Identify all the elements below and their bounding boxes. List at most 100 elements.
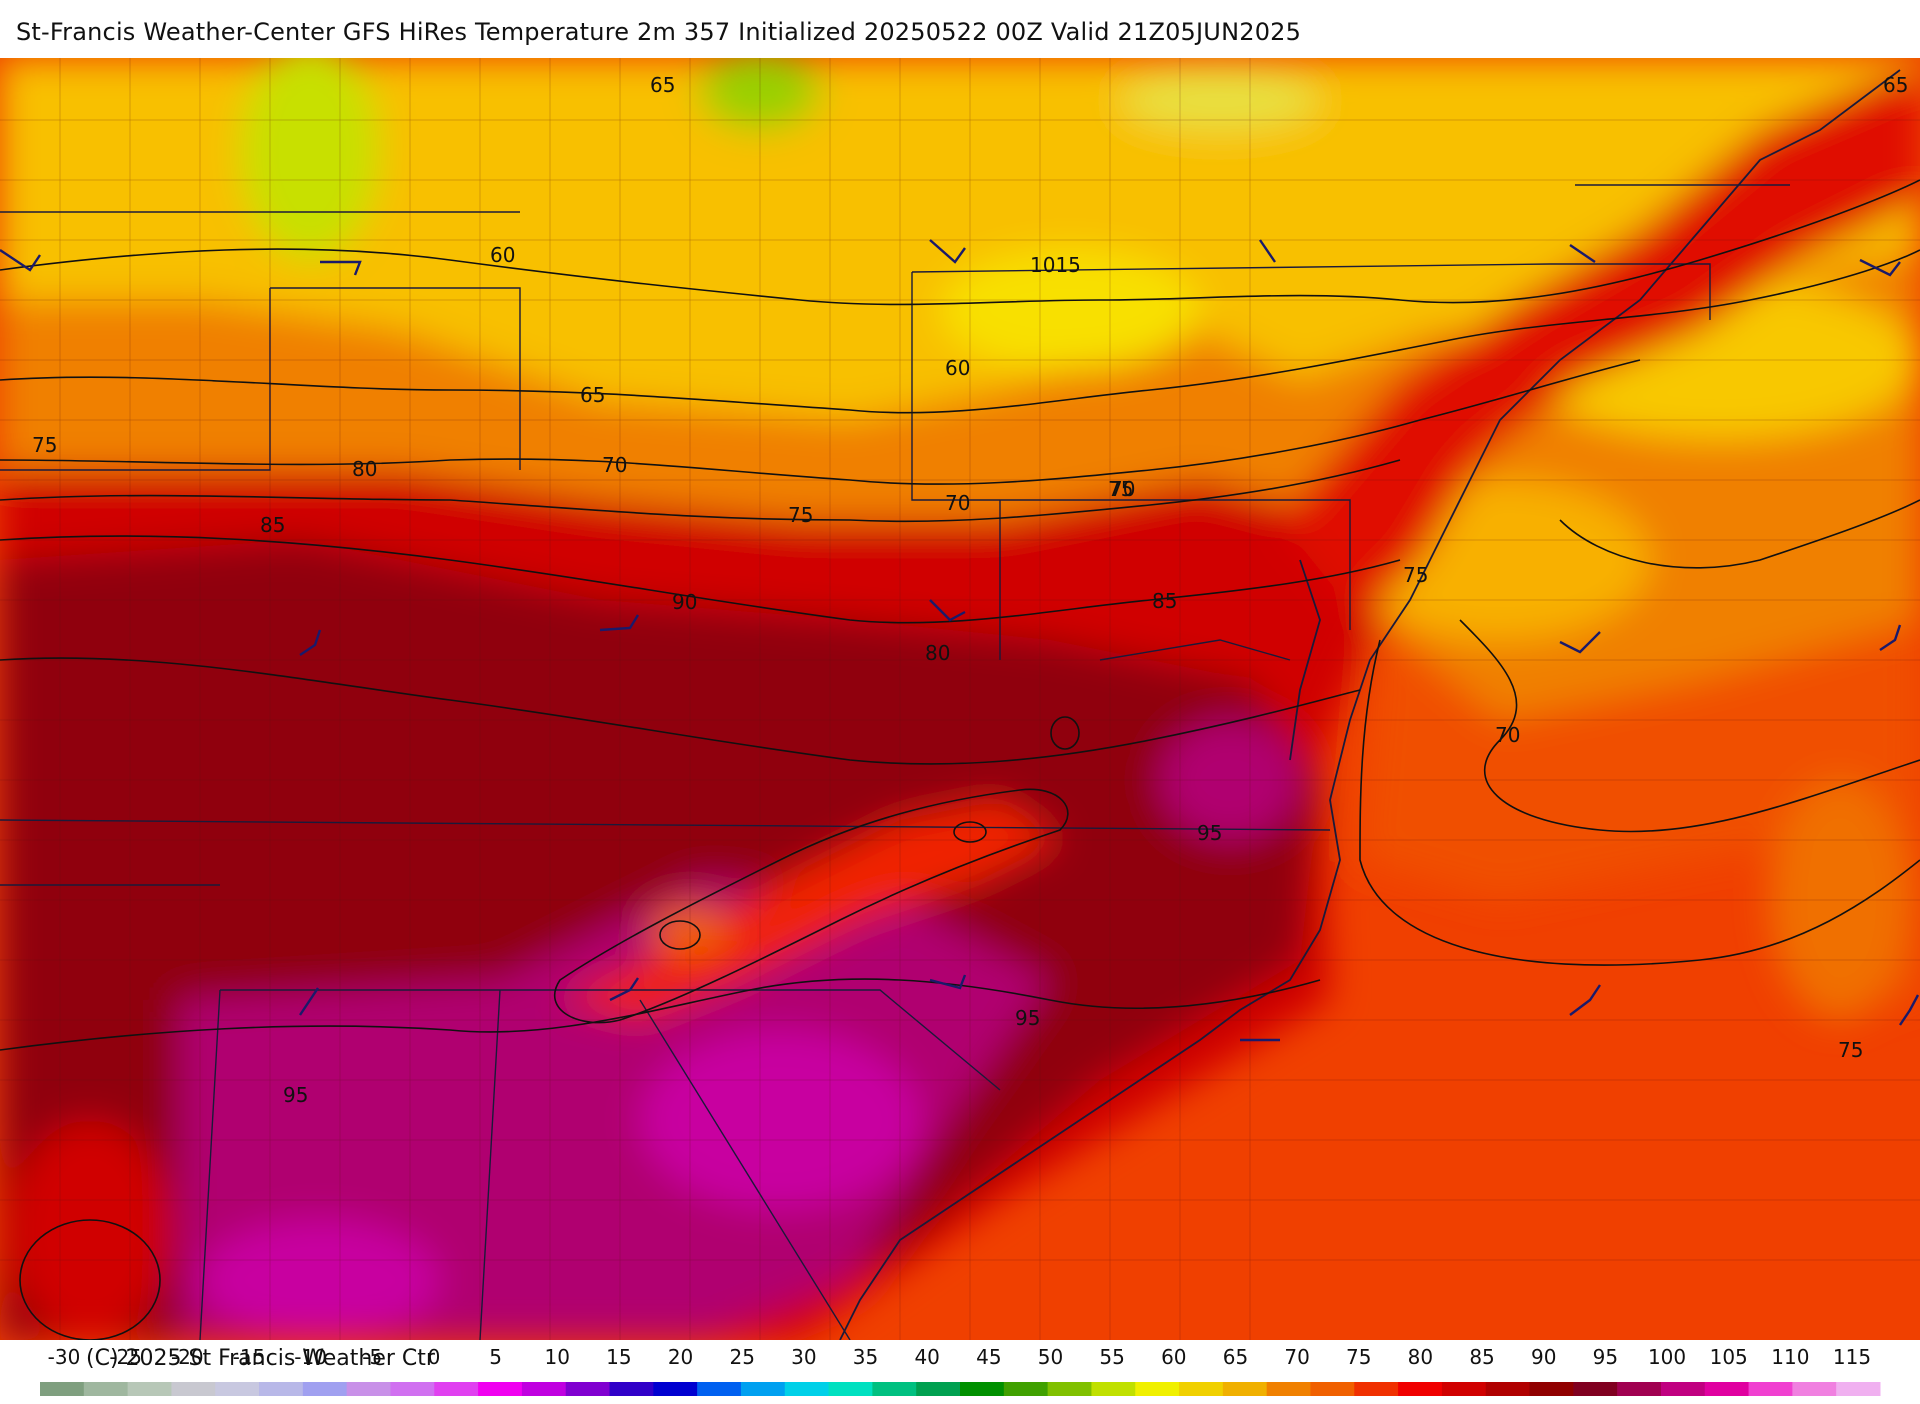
legend-swatch: [565, 1382, 611, 1396]
legend-tick-label: 100: [1648, 1345, 1686, 1369]
legend-tick-label: -10: [294, 1345, 327, 1369]
legend-tick-label: 80: [1408, 1345, 1433, 1369]
legend-swatch: [1398, 1382, 1443, 1396]
title-bar: St-Francis Weather-Center GFS HiRes Temp…: [0, 0, 1920, 58]
legend-tick-label: 55: [1099, 1345, 1124, 1369]
pressure-label: 1015: [1030, 253, 1081, 277]
isotherm-label: 65: [1883, 73, 1908, 97]
legend-swatch: [1617, 1382, 1662, 1396]
hot-spot-1: [1160, 720, 1300, 840]
legend-swatch: [740, 1382, 786, 1396]
legend-tick-label: 15: [606, 1345, 631, 1369]
isotherm-label: 75: [1108, 477, 1133, 501]
legend-tick-label: 50: [1038, 1345, 1063, 1369]
copyright-notice: (C) 2025 St Francis Weather Ctr: [86, 1346, 435, 1371]
ridge-spot: [650, 905, 730, 955]
legend-swatch: [697, 1382, 742, 1396]
legend-tick-label: -30: [48, 1345, 81, 1369]
legend-tick-label: 105: [1710, 1345, 1748, 1369]
legend-swatch: [390, 1382, 435, 1396]
legend-tick-label: -25: [109, 1345, 142, 1369]
isotherm-label: 90: [672, 590, 697, 614]
isotherm-label: 95: [1197, 821, 1222, 845]
legend-swatch: [215, 1382, 260, 1396]
band-magenta: [180, 880, 1050, 1340]
isotherm-label: 85: [1152, 589, 1177, 613]
isotherm-label: 60: [490, 243, 515, 267]
legend-swatch: [653, 1382, 698, 1396]
isotherm-contours: [0, 179, 1920, 1340]
isotherm-label: 70: [1495, 723, 1520, 747]
legend-tick-label: 95: [1593, 1345, 1618, 1369]
legend-swatch: [1485, 1382, 1531, 1396]
band-yellow: [0, 58, 1920, 420]
legend-swatch: [1091, 1382, 1136, 1396]
legend-tick-label: 10: [545, 1345, 570, 1369]
legend-swatch: [259, 1382, 304, 1396]
isotherm-label: 85: [260, 513, 285, 537]
temperature-field: [0, 58, 1920, 1340]
coastline: [839, 69, 1901, 1340]
isotherm-label: 75: [32, 433, 57, 457]
legend-tick-label: 60: [1161, 1345, 1186, 1369]
isotherm-label: 70: [1110, 477, 1135, 501]
legend-tick-label: 30: [791, 1345, 816, 1369]
legend-tick-label: 65: [1223, 1345, 1248, 1369]
legend-tick-label: 115: [1833, 1345, 1871, 1369]
isotherm-label: 75: [788, 503, 813, 527]
map-title: St-Francis Weather-Center GFS HiRes Temp…: [16, 18, 1302, 46]
state-borders: [0, 184, 1790, 1340]
legend-swatch: [1003, 1382, 1049, 1396]
legend-tick-label: 5: [489, 1345, 502, 1369]
legend-tick-label: 85: [1469, 1345, 1494, 1369]
legend-swatch: [1135, 1382, 1180, 1396]
legend-swatch: [83, 1382, 129, 1396]
isotherm-label: 80: [925, 641, 950, 665]
isotherm-label: 65: [580, 383, 605, 407]
legend-swatch: [1704, 1382, 1750, 1396]
wind-barbs: [0, 239, 1920, 1042]
legend-swatch: [609, 1382, 654, 1396]
hot-spot-3: [200, 1220, 440, 1340]
isotherm-label: 65: [650, 73, 675, 97]
hot-spot-2: [640, 1030, 920, 1210]
legend-swatch: [916, 1382, 961, 1396]
county-grid: [0, 58, 1920, 1340]
legend-swatch: [784, 1382, 830, 1396]
legend-swatch: [40, 1382, 85, 1396]
legend-swatch: [1792, 1382, 1837, 1396]
legend-tick-label: 20: [668, 1345, 693, 1369]
isotherm-label: 80: [352, 457, 377, 481]
legend-tick-label: 110: [1771, 1345, 1809, 1369]
legend-swatch: [1529, 1382, 1574, 1396]
legend-swatch: [1660, 1382, 1706, 1396]
legend-swatch: [872, 1382, 917, 1396]
legend-swatch: [1222, 1382, 1268, 1396]
legend-tick-label: 35: [853, 1345, 878, 1369]
legend-swatch: [171, 1382, 216, 1396]
cool-spot-1: [240, 58, 380, 260]
legend-swatch: [521, 1382, 567, 1396]
isotherm-label: 70: [602, 453, 627, 477]
legend-bar: -30 -25 -20 -15 -10 -5 0 5 10 15 20 25 30 35 40 45 50 55 6…: [40, 1345, 1881, 1396]
legend-swatch: [1573, 1382, 1618, 1396]
isotherm-label: 60: [945, 356, 970, 380]
legend-tick-label: 25: [729, 1345, 754, 1369]
ne-coast-red: [1280, 70, 1920, 620]
legend-swatch: [127, 1382, 172, 1396]
isotherm-labels: 65 60 60 65 70 75 80 85 70 75 70 75 90 8…: [32, 73, 1908, 1107]
legend-swatch: [478, 1382, 523, 1396]
color-legend: -30 -25 -20 -15 -10 -5 0 5 10 15 20 25 30 35 40 45 50 55 6…: [0, 1340, 1920, 1400]
isotherm-label: 75: [1838, 1038, 1863, 1062]
legend-tick-label: 75: [1346, 1345, 1371, 1369]
legend-swatch: [960, 1382, 1005, 1396]
isotherm-label: 95: [283, 1083, 308, 1107]
isotherm-label: 70: [945, 491, 970, 515]
legend-swatch: [828, 1382, 873, 1396]
legend-tick-label: 70: [1284, 1345, 1309, 1369]
legend-swatches: [40, 1382, 1881, 1396]
legend-tick-label: -5: [362, 1345, 382, 1369]
legend-swatch: [1354, 1382, 1399, 1396]
legend-tick-label: 40: [914, 1345, 939, 1369]
legend-swatch: [1310, 1382, 1355, 1396]
